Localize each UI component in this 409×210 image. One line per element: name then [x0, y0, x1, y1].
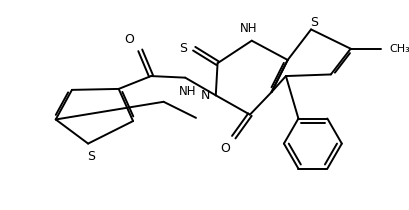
Text: O: O — [124, 33, 134, 46]
Text: S: S — [87, 150, 95, 163]
Text: S: S — [309, 16, 317, 29]
Text: NH: NH — [240, 22, 257, 35]
Text: S: S — [179, 42, 187, 55]
Text: N: N — [200, 89, 209, 102]
Text: CH₃: CH₃ — [388, 44, 409, 54]
Text: O: O — [220, 142, 229, 155]
Text: NH: NH — [178, 85, 196, 98]
